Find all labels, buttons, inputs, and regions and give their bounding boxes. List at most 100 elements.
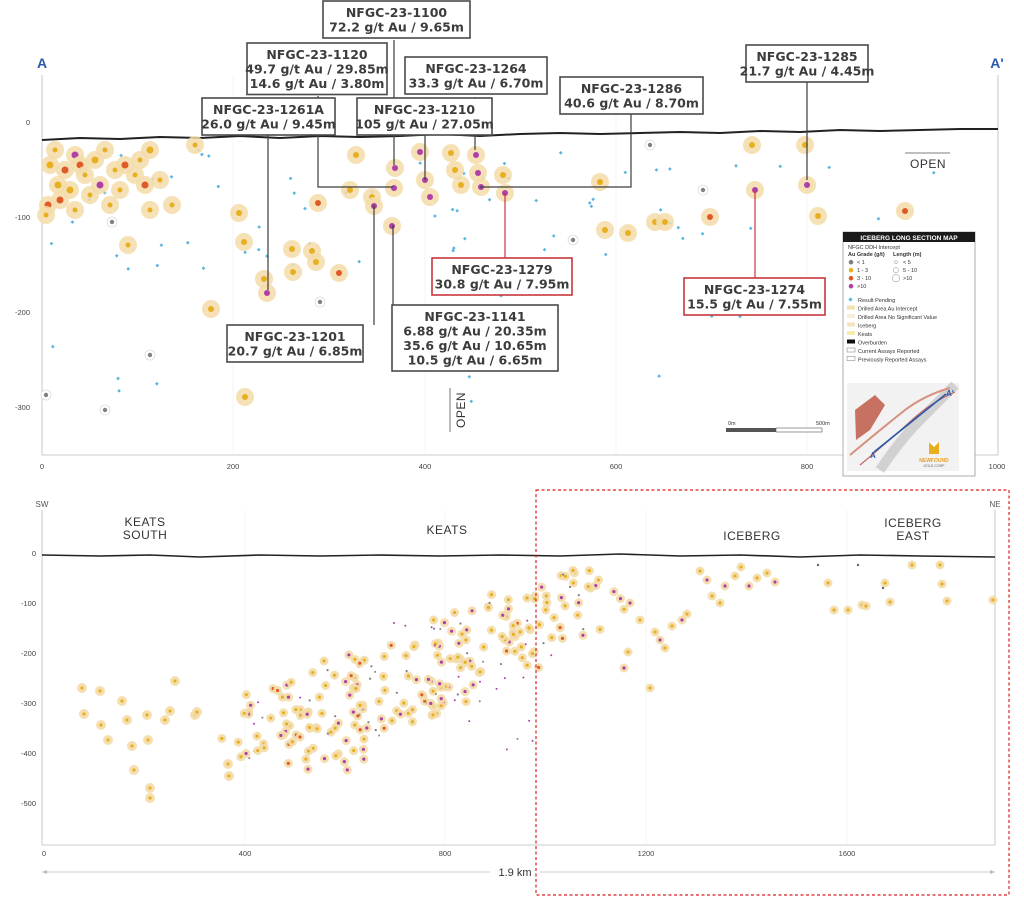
intercept-point <box>378 734 381 737</box>
intercept-point <box>414 678 419 682</box>
intercept-point <box>377 699 381 703</box>
intercept-point <box>500 634 504 639</box>
legend-length-label: >10 <box>903 276 912 282</box>
newfound-logo-icon <box>929 442 939 454</box>
intercept-point <box>596 578 601 582</box>
intercept-point <box>581 633 585 637</box>
intercept-point <box>353 657 357 661</box>
intercept-point <box>148 796 152 800</box>
intercept-point <box>410 708 415 712</box>
intercept-point <box>304 757 308 761</box>
legend-panel: ICEBERG LONG SECTION MAP NFGC DDH Interc… <box>842 231 976 477</box>
pending-result-marker <box>357 259 361 264</box>
intercept-point <box>109 219 115 225</box>
intercept-point <box>710 594 714 598</box>
top-x-axis: 0 200 400 600 800 1000 <box>40 462 1005 471</box>
callout-hole-id: NFGC-23-1264 <box>425 61 527 76</box>
intercept-point <box>192 142 198 148</box>
intercept-point <box>815 213 821 219</box>
intercept-point <box>648 686 652 690</box>
intercept-point <box>392 622 395 625</box>
intercept-point <box>402 701 406 705</box>
svg-text:OPEN: OPEN <box>454 392 468 428</box>
intercept-point <box>257 701 260 704</box>
intercept-point <box>353 152 359 158</box>
intercept-point <box>80 686 84 690</box>
intercept-point <box>311 670 315 675</box>
intercept-point <box>141 181 149 189</box>
pending-result-marker <box>114 253 119 258</box>
legend-item-label: Previously Reported Assays <box>858 358 927 364</box>
intercept-point <box>940 582 944 586</box>
intercept-point <box>658 638 662 642</box>
intercept-point <box>255 734 259 738</box>
top-y-tick-label: -200 <box>15 308 30 317</box>
intercept-point <box>528 719 531 722</box>
intercept-point <box>747 584 751 588</box>
intercept-point <box>98 689 102 693</box>
legend-title: ICEBERG LONG SECTION MAP <box>860 235 958 242</box>
intercept-point <box>663 646 667 650</box>
intercept-point <box>398 712 403 716</box>
callout-leaders <box>267 40 808 325</box>
intercept-point <box>382 726 386 730</box>
intercept-point <box>602 227 608 233</box>
intercept-point <box>404 624 407 627</box>
pending-result-marker <box>451 246 456 250</box>
intercept-point <box>439 696 443 701</box>
pending-result-marker <box>931 170 936 175</box>
intercept-point <box>749 142 755 148</box>
intercept-point <box>612 590 616 594</box>
callout-intercept-value: 30.8 g/t Au / 7.95m <box>435 277 570 292</box>
intercept-point <box>552 615 556 620</box>
legend-grade-label: < 1 <box>857 260 865 266</box>
intercept-point <box>618 597 623 601</box>
pending-result-marker <box>257 225 262 229</box>
intercept-point <box>117 187 123 193</box>
intercept-point <box>513 649 517 653</box>
bottom-section-frame <box>41 510 996 846</box>
intercept-point <box>622 607 626 611</box>
intercept-point <box>99 723 103 727</box>
legend-length-label: < 5 <box>903 260 911 266</box>
bottom-y-tick-label: -100 <box>21 599 36 608</box>
intercept-point <box>332 673 337 677</box>
intercept-point <box>379 717 383 721</box>
intercept-point <box>460 632 464 636</box>
intercept-point <box>537 665 541 670</box>
intercept-point <box>423 699 427 703</box>
pending-result-marker <box>433 214 437 218</box>
intercept-point <box>354 686 358 691</box>
intercept-point <box>518 630 522 634</box>
intercept-point <box>458 182 464 188</box>
intercept-point <box>121 161 129 169</box>
intercept-point <box>290 269 296 275</box>
intercept-point <box>298 713 303 717</box>
intercept-point <box>463 689 467 694</box>
intercept-point <box>362 737 366 741</box>
intercept-point <box>598 627 602 631</box>
intercept-point <box>261 276 267 282</box>
pending-result-marker <box>467 374 472 379</box>
bottom-x-tick-label: 400 <box>239 849 252 858</box>
surface-topography-line <box>41 128 998 141</box>
legend-grade-swatch <box>848 283 854 289</box>
callout-hole-id: NFGC-23-1100 <box>346 5 448 20</box>
intercept-point <box>106 738 110 742</box>
intercept-point <box>463 660 467 664</box>
intercept-point <box>358 703 362 707</box>
intercept-point <box>82 712 86 716</box>
intercept-point <box>163 718 167 722</box>
intercept-point <box>626 650 630 654</box>
intercept-point <box>524 643 527 646</box>
intercept-point <box>82 172 88 178</box>
intercept-point <box>571 568 575 572</box>
intercept-point <box>374 728 377 732</box>
